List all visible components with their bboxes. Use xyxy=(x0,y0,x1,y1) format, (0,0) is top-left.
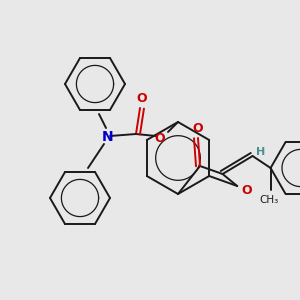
Text: O: O xyxy=(242,184,253,196)
Text: O: O xyxy=(137,92,147,106)
Text: N: N xyxy=(102,130,114,144)
Text: O: O xyxy=(155,131,165,145)
Text: O: O xyxy=(193,122,203,136)
Text: H: H xyxy=(256,147,265,157)
Text: CH₃: CH₃ xyxy=(259,195,278,205)
